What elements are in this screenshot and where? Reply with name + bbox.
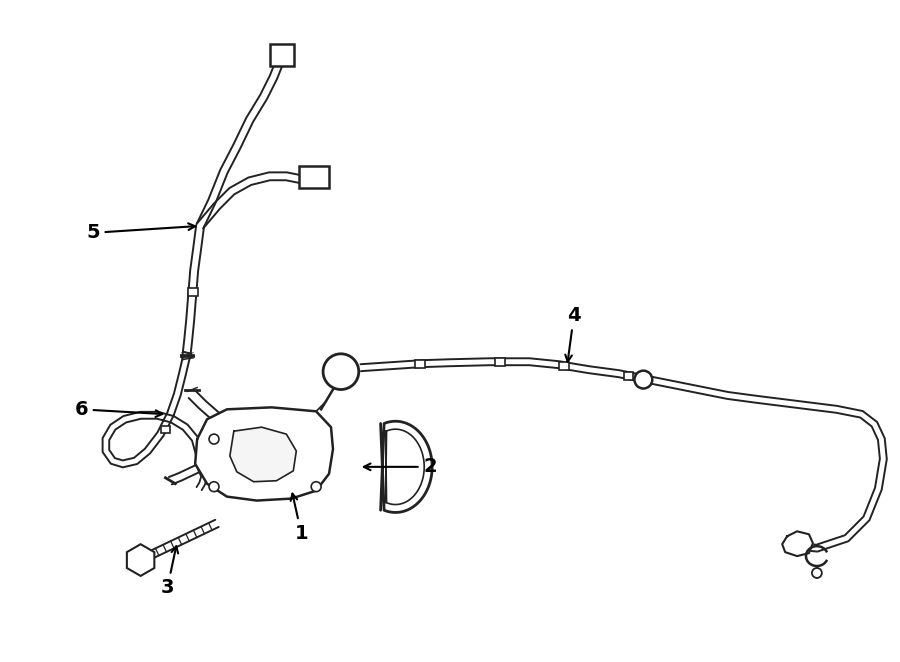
Circle shape — [634, 371, 652, 389]
Polygon shape — [195, 407, 333, 500]
Polygon shape — [230, 427, 296, 482]
Polygon shape — [782, 532, 813, 556]
Bar — [161, 426, 170, 433]
Text: 1: 1 — [291, 494, 308, 543]
Text: 4: 4 — [565, 306, 581, 361]
Bar — [188, 289, 198, 297]
Circle shape — [209, 434, 219, 444]
Bar — [269, 44, 294, 66]
Polygon shape — [381, 421, 432, 512]
Text: 6: 6 — [75, 400, 162, 419]
Circle shape — [209, 482, 219, 492]
Text: 3: 3 — [160, 546, 178, 597]
Text: 2: 2 — [364, 457, 437, 477]
Bar — [495, 357, 505, 365]
Bar — [415, 359, 425, 367]
Bar — [559, 361, 569, 369]
Text: 5: 5 — [86, 223, 195, 242]
Bar — [300, 166, 329, 188]
Bar — [624, 371, 634, 379]
Circle shape — [311, 482, 321, 492]
Circle shape — [812, 568, 822, 578]
